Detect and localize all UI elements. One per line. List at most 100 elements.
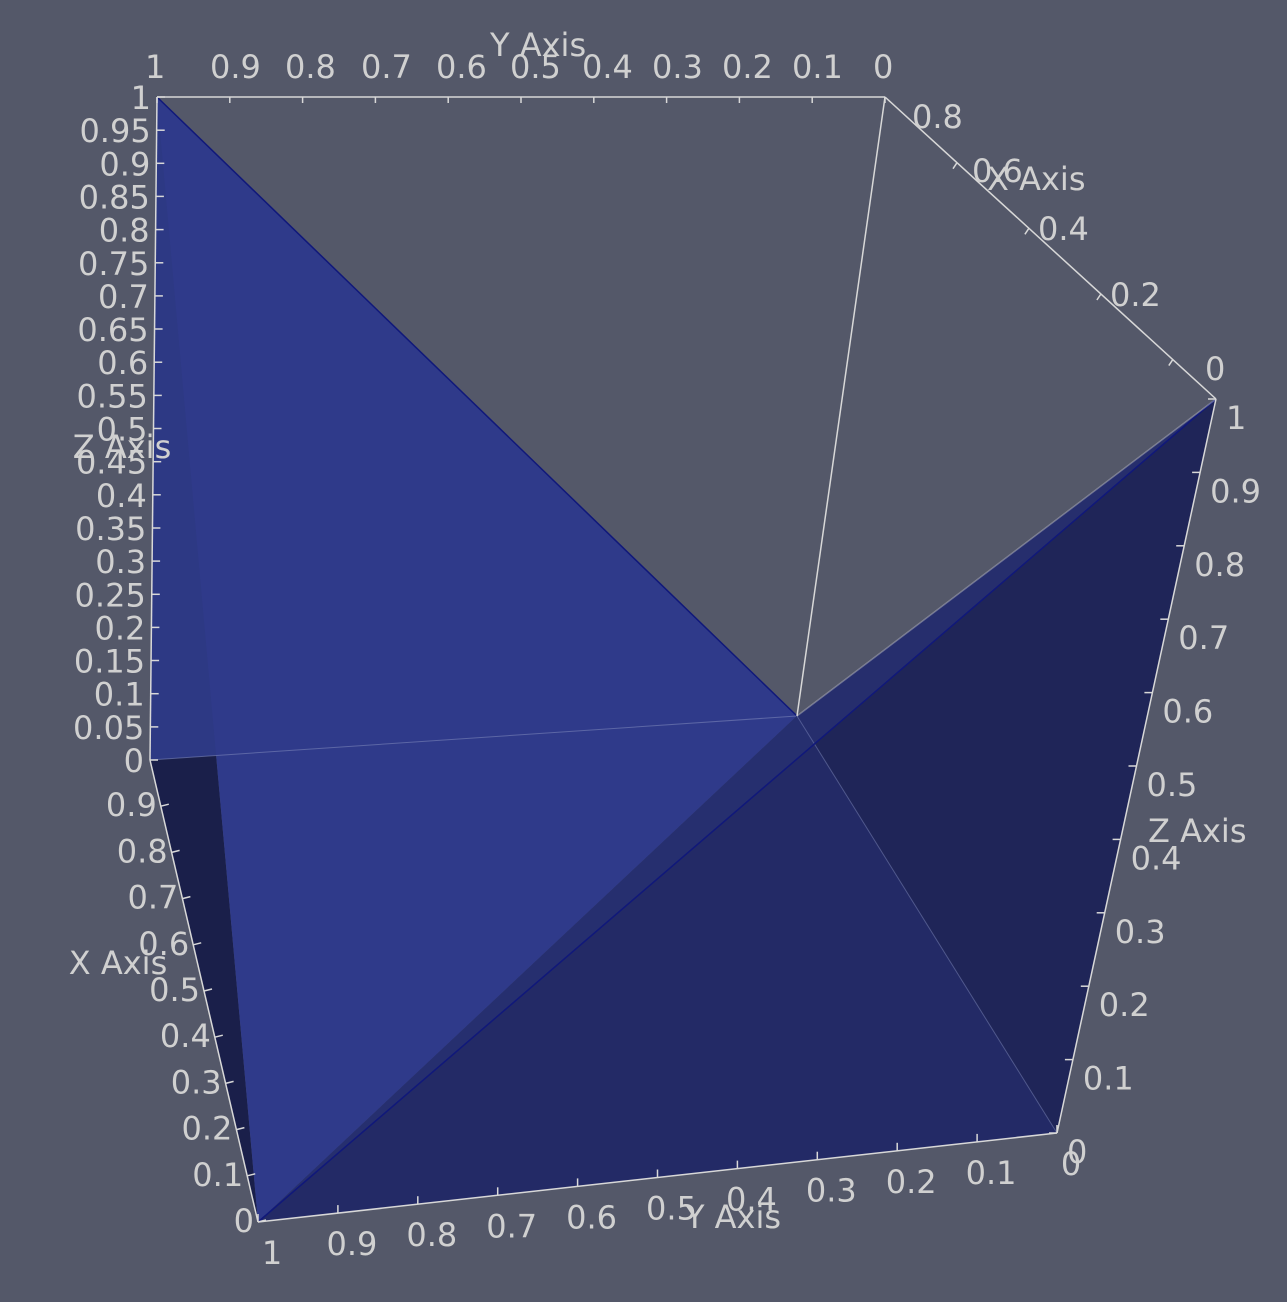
tick-label: 1 [131,79,151,117]
tick-label: 0 [1067,1133,1087,1171]
tick-label: 0.1 [192,1156,243,1194]
axis-tick [214,1034,223,1038]
axis-tick [171,849,180,854]
tick-label: 0.65 [77,311,148,349]
axis-tick [225,1080,234,1085]
y-bottom-axis-title: Y Axis [684,1198,781,1236]
edge-diagonal [257,398,1217,1223]
tick-label: 0.2 [886,1163,937,1201]
tick-label: 0.6 [97,344,148,382]
tick-label: 0.7 [486,1207,537,1245]
tick-label: 0.6 [972,152,1023,190]
face-right [797,399,1216,1133]
y-bottom-axis-labels: Y Axis 1 0.9 0.8 0.7 0.6 0.5 0.4 0.3 0.2 0.1 0 [262,1145,1081,1272]
back-floor-edge [796,398,1217,717]
tick-label: 0.35 [75,510,146,548]
tick-label: 0.2 [1099,986,1150,1024]
axis-tick [182,895,191,900]
face-bottom [258,716,1057,1222]
tick-label: 0.6 [138,925,189,963]
tick-label: 0.9 [1210,472,1261,510]
tick-label: 0.2 [95,609,146,647]
tick-label: 0.2 [182,1110,233,1148]
tick-label: 0.3 [1115,913,1166,951]
x-top-right-axis-line [884,96,1217,400]
axis-lines [149,96,1217,1223]
z-left-axis-title: Z Axis [73,428,171,466]
tick-label: 0.5 [1147,766,1198,804]
tick-label: 0 [124,742,144,780]
tick-label: 0.3 [171,1063,222,1101]
tick-label: 0.9 [99,145,150,183]
tick-label: 0.6 [436,48,487,86]
tick-label: 0.4 [726,1181,777,1219]
polyhedron [149,96,1217,1223]
tick-label: 0.8 [406,1216,457,1254]
axis-tick [203,988,213,992]
face-front-left [157,97,797,1222]
tick-label: 0.4 [160,1017,211,1055]
axis-tick [160,803,169,807]
axis-tick [247,1173,256,1177]
tick-label: 0.3 [95,543,146,581]
tick-label: 0 [1205,350,1225,388]
axis-tick [193,942,202,946]
tick-label: 0.7 [361,48,412,86]
tick-label: 0.2 [1110,276,1161,314]
z-right-axis-labels: Z Axis 1 0.9 0.8 0.7 0.6 0.5 0.4 0.3 0.2 0.1 0 [1067,399,1261,1171]
axis-tick [1168,359,1174,367]
tick-label: 0.3 [652,48,703,86]
tick-label: 0.9 [210,48,261,86]
tick-label: 0.45 [76,444,147,482]
tick-label: 0.1 [792,48,843,86]
edge-inner-2 [796,715,1058,1134]
tick-label: 0.6 [1162,693,1213,731]
tick-label: 0.95 [79,112,150,150]
edge-diagonal-2 [156,96,798,717]
tick-label: 0.1 [966,1154,1017,1192]
x-top-right-axis-title: X Axis [987,160,1085,198]
y-top-axis-title: Y Axis [489,26,586,64]
tick-label: 0.4 [1131,839,1182,877]
tick-label: 0.85 [79,178,150,216]
x-top-right-axis-labels: 0.8 0.6 0.4 0.2 0 X Axis [912,98,1225,388]
tick-label: 0.8 [99,212,150,250]
edge-inner-1 [149,715,798,761]
tick-label: 1 [1226,399,1246,437]
tick-label: 0.4 [1038,210,1089,248]
tick-label: 0 [1061,1145,1081,1183]
back-vertical-edge [796,96,886,717]
tick-label: 0.75 [78,245,149,283]
tick-label: 0.15 [74,643,145,681]
tick-label: 0.8 [117,832,168,870]
tick-label: 0.5 [646,1190,697,1228]
tick-label: 0.8 [912,98,963,136]
axis-tick [1096,293,1102,301]
axis-ticks [150,96,1216,1223]
tick-label: 0.7 [1178,619,1229,657]
tick-label: 0.25 [75,576,146,614]
tick-label: 0.9 [326,1225,377,1263]
tick-label: 0.1 [94,676,145,714]
axis-tick [1024,227,1030,235]
tick-label: 0.05 [73,709,144,747]
x-left-axis-labels: X Axis 0.9 0.8 0.7 0.6 0.5 0.4 0.3 0.2 0.1 0 [69,786,254,1240]
tick-label: 0 [234,1202,254,1240]
axis-tick [236,1126,245,1131]
axis-tick [952,162,958,170]
y-top-axis-labels: 1 0.9 0.8 0.7 0.6 0.5 0.4 0.3 0.2 0.1 0 … [145,26,893,86]
z-right-axis-title: Z Axis [1148,812,1246,850]
z-left-axis-labels: Z Axis 10.950.90.850.80.750.70.650.60.55… [73,79,171,780]
tick-label: 0.2 [722,48,773,86]
tick-label: 0.9 [106,786,157,824]
tick-label: 0.5 [510,48,561,86]
axis-tick [257,1219,267,1223]
x-left-axis-title: X Axis [69,944,167,982]
tick-label: 0.3 [806,1172,857,1210]
tick-label: 0.4 [96,477,147,515]
tick-label: 0.5 [149,971,200,1009]
tick-label: 0.8 [285,48,336,86]
tick-label: 0 [873,48,893,86]
tick-label: 0.55 [77,377,148,415]
